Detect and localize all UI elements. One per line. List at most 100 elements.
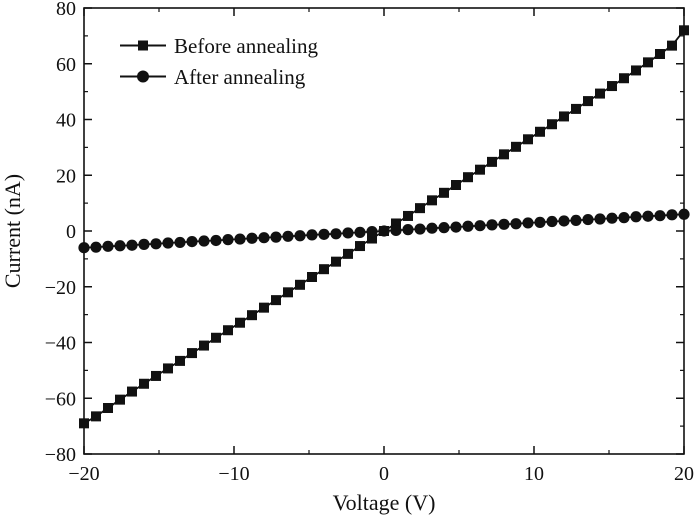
data-point-after bbox=[78, 242, 90, 254]
data-point-before bbox=[535, 126, 545, 137]
data-point-before bbox=[415, 203, 425, 214]
data-point-before bbox=[151, 370, 161, 381]
data-point-after bbox=[522, 217, 534, 229]
data-point-before bbox=[499, 149, 509, 160]
data-point-after bbox=[306, 229, 318, 241]
data-point-before bbox=[259, 302, 269, 313]
legend-marker-circle bbox=[137, 70, 149, 83]
data-point-after bbox=[354, 226, 366, 238]
data-point-before bbox=[475, 164, 485, 175]
data-point-after bbox=[138, 238, 150, 250]
data-point-before bbox=[223, 325, 233, 336]
data-point-before bbox=[307, 271, 317, 282]
data-point-before bbox=[187, 348, 197, 359]
data-point-after bbox=[606, 212, 618, 224]
data-point-after bbox=[366, 225, 378, 238]
data-point-after bbox=[498, 218, 510, 230]
data-point-after bbox=[102, 240, 114, 252]
data-point-after bbox=[642, 210, 654, 222]
data-point-before bbox=[607, 81, 617, 92]
data-point-before bbox=[79, 418, 89, 429]
data-point-before bbox=[331, 256, 341, 267]
data-point-before bbox=[115, 394, 125, 405]
data-point-after bbox=[666, 209, 678, 221]
data-point-before bbox=[391, 218, 401, 229]
x-tick-label: 0 bbox=[379, 463, 389, 485]
legend-label-after: After annealing bbox=[174, 65, 306, 89]
data-point-before bbox=[127, 386, 137, 397]
data-point-before bbox=[199, 340, 209, 351]
x-tick-label: 10 bbox=[524, 463, 544, 485]
data-point-after bbox=[558, 215, 570, 227]
data-point-after bbox=[510, 218, 522, 230]
y-tick-label: 20 bbox=[56, 165, 76, 187]
data-point-after bbox=[330, 228, 342, 240]
data-point-after bbox=[114, 240, 126, 252]
data-point-after bbox=[630, 211, 642, 223]
data-point-after bbox=[450, 221, 462, 233]
x-tick-label: −20 bbox=[68, 463, 99, 485]
data-point-after bbox=[402, 224, 414, 236]
ticks-group: −20 −10 0 10 20 −80 −60 −40 −20 0 20 40 60 80 bbox=[45, 0, 694, 485]
data-point-after bbox=[546, 215, 558, 228]
data-point-after bbox=[474, 220, 486, 232]
data-point-after bbox=[270, 231, 282, 243]
data-point-before bbox=[463, 172, 473, 183]
data-point-before bbox=[643, 57, 653, 68]
data-point-before bbox=[211, 332, 221, 343]
data-point-before bbox=[631, 65, 641, 76]
data-point-after bbox=[174, 236, 186, 249]
data-point-after bbox=[462, 220, 474, 232]
data-point-after bbox=[294, 230, 306, 242]
data-point-before bbox=[511, 141, 521, 152]
data-point-before bbox=[451, 180, 461, 191]
y-axis-title: Current (nA) bbox=[0, 174, 25, 288]
y-tick-label: −60 bbox=[45, 388, 76, 410]
data-point-before bbox=[163, 363, 173, 374]
data-point-before bbox=[439, 187, 449, 198]
data-point-after bbox=[210, 234, 222, 247]
data-point-after bbox=[534, 216, 546, 228]
data-point-after bbox=[234, 233, 246, 245]
data-point-before bbox=[571, 103, 581, 114]
data-point-before bbox=[343, 248, 353, 259]
data-point-after bbox=[150, 238, 162, 250]
data-point-before bbox=[427, 195, 437, 206]
data-point-after bbox=[342, 227, 354, 239]
data-point-after bbox=[282, 230, 294, 242]
data-point-before bbox=[271, 295, 281, 306]
y-tick-label: −40 bbox=[45, 333, 76, 355]
y-tick-label: 80 bbox=[56, 0, 76, 20]
data-point-after bbox=[186, 235, 198, 248]
x-tick-label: 20 bbox=[674, 463, 694, 485]
data-point-after bbox=[582, 213, 594, 226]
data-point-before bbox=[559, 111, 569, 122]
y-tick-label: 60 bbox=[56, 54, 76, 76]
y-tick-label: 40 bbox=[56, 110, 76, 132]
data-point-after bbox=[246, 232, 258, 244]
data-point-before bbox=[91, 411, 101, 422]
data-point-before bbox=[583, 96, 593, 107]
data-point-before bbox=[355, 241, 365, 252]
data-point-before bbox=[655, 48, 665, 59]
data-point-after bbox=[438, 222, 450, 234]
y-tick-label: −20 bbox=[45, 277, 76, 299]
data-point-after bbox=[126, 239, 138, 251]
legend: Before annealing After annealing bbox=[120, 34, 319, 89]
data-point-after bbox=[594, 213, 606, 225]
data-point-before bbox=[547, 119, 557, 130]
data-point-after bbox=[618, 212, 630, 224]
data-point-before bbox=[367, 233, 377, 244]
data-point-before bbox=[679, 25, 689, 36]
data-point-before bbox=[235, 317, 245, 328]
data-point-after bbox=[390, 224, 402, 237]
data-point-after bbox=[570, 214, 582, 227]
y-tick-label: −80 bbox=[45, 444, 76, 466]
data-point-after bbox=[486, 219, 498, 231]
data-point-before bbox=[103, 403, 113, 414]
data-point-before bbox=[283, 287, 293, 298]
x-axis-title: Voltage (V) bbox=[333, 490, 436, 515]
data-point-before bbox=[295, 279, 305, 290]
